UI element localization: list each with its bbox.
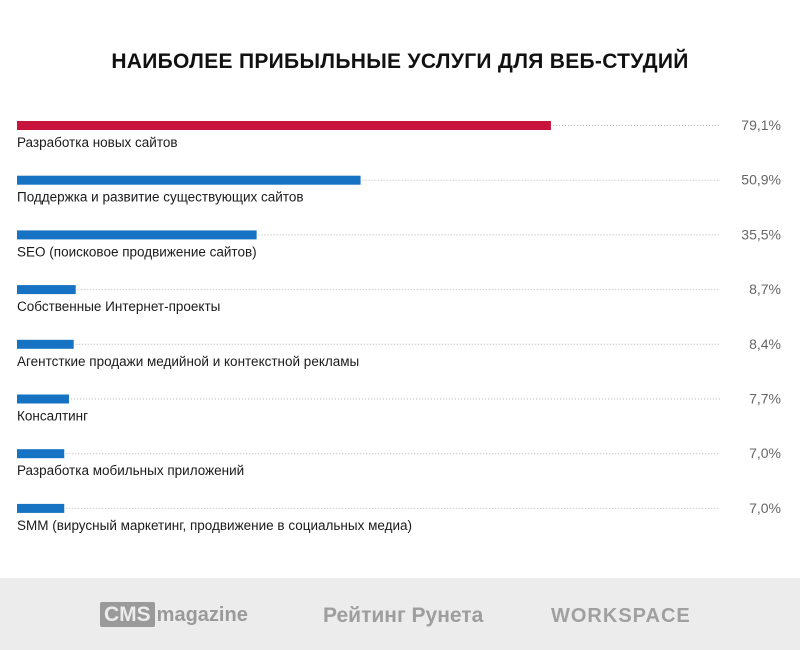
bar-row: Поддержка и развитие существующих сайтов… — [17, 172, 781, 205]
bar — [17, 449, 65, 459]
bar — [17, 339, 74, 349]
chart-title: НАИБОЛЕЕ ПРИБЫЛЬНЫЕ УСЛУГИ ДЛЯ ВЕБ-СТУДИ… — [111, 50, 689, 73]
workspace-logo: WORKSPACE — [551, 605, 691, 627]
bar — [17, 175, 361, 185]
bar-row: Консалтинг 7,7% — [17, 391, 781, 424]
bar-row: Собственные Интернет-проекты 8,7% — [17, 281, 781, 314]
value-label: 79,1% — [741, 117, 781, 133]
bar-chart: Разработка новых сайтов 79,1% Поддержка и … — [17, 117, 781, 533]
bar-row: SEO (поисковое продвижение сайтов) 35,5% — [17, 226, 781, 259]
value-label: 35,5% — [741, 226, 781, 242]
category-label: Разработка новых сайтов — [17, 135, 178, 150]
category-label: Поддержка и развитие существующих сайтов — [17, 190, 304, 205]
category-label: Собственные Интернет-проекты — [17, 299, 220, 314]
bar-row: SMM (вирусный маркетинг, продвижение в с… — [17, 500, 781, 533]
bar-row: Разработка мобильных приложений 7,0% — [17, 445, 781, 478]
bar — [17, 394, 69, 404]
rating-runeta-logo: Рейтинг Рунета — [323, 604, 484, 627]
footer-logos: CMS magazine Рейтинг Рунета WORKSPACE — [0, 578, 800, 650]
cms-logo-text: magazine — [156, 603, 248, 626]
value-label: 8,7% — [749, 281, 781, 297]
bar-row: Разработка новых сайтов 79,1% — [17, 117, 781, 150]
value-label: 50,9% — [741, 172, 781, 188]
category-label: SEO (поисковое продвижение сайтов) — [17, 244, 257, 259]
category-label: Агентсткие продажи медийной и контекстно… — [17, 354, 359, 369]
cms-logo-box: CMS — [100, 602, 155, 627]
bar — [17, 230, 257, 240]
cms-magazine-logo: CMS magazine — [100, 602, 248, 630]
bar — [17, 121, 551, 130]
category-label: SMM (вирусный маркетинг, продвижение в с… — [17, 518, 412, 533]
category-label: Разработка мобильных приложений — [17, 463, 244, 478]
value-label: 7,0% — [749, 445, 781, 461]
category-label: Консалтинг — [17, 409, 88, 424]
bar-row: Агентсткие продажи медийной и контекстно… — [17, 336, 781, 369]
value-label: 7,7% — [749, 391, 781, 407]
value-label: 8,4% — [749, 336, 781, 352]
bar — [17, 285, 76, 295]
value-label: 7,0% — [749, 500, 781, 516]
bar — [17, 503, 65, 513]
